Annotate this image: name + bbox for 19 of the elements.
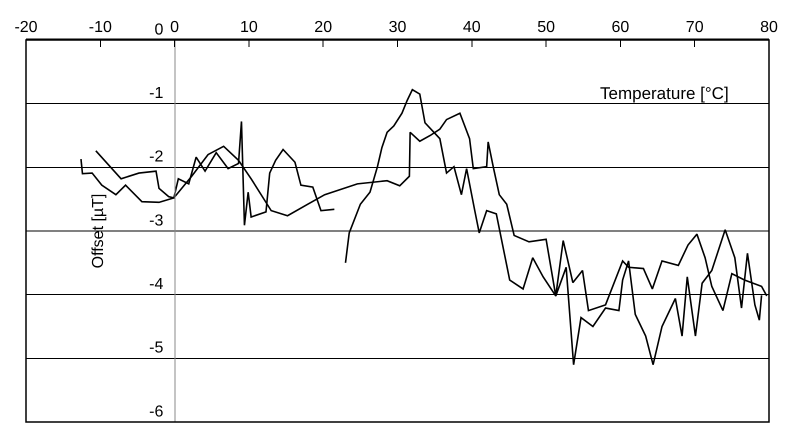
y-axis-title: Offset [µT] bbox=[90, 194, 108, 268]
y-tick-label: -5 bbox=[149, 340, 164, 357]
x-tick-label: 50 bbox=[537, 19, 556, 36]
x-tick-label: 60 bbox=[612, 19, 630, 36]
x-tick-label: 10 bbox=[240, 19, 258, 36]
x-tick-label: 40 bbox=[462, 19, 481, 36]
x-tick-label: 80 bbox=[760, 19, 778, 36]
x-tick-label: -20 bbox=[14, 19, 38, 36]
x-tick-label: 70 bbox=[686, 19, 704, 36]
y-tick-label: -6 bbox=[149, 403, 164, 420]
x-axis-title: Temperature [°C] bbox=[600, 84, 729, 103]
y-tick-label: -3 bbox=[149, 212, 164, 230]
y-tick-label: -2 bbox=[149, 148, 164, 166]
x-tick-label: -10 bbox=[88, 19, 112, 36]
x-tick-label: 30 bbox=[388, 19, 406, 36]
y-tick-label: -1 bbox=[149, 85, 164, 102]
y-tick-label: -4 bbox=[149, 276, 164, 294]
x-tick-label: 20 bbox=[314, 19, 332, 36]
x-tick-label: 0 bbox=[170, 19, 180, 36]
